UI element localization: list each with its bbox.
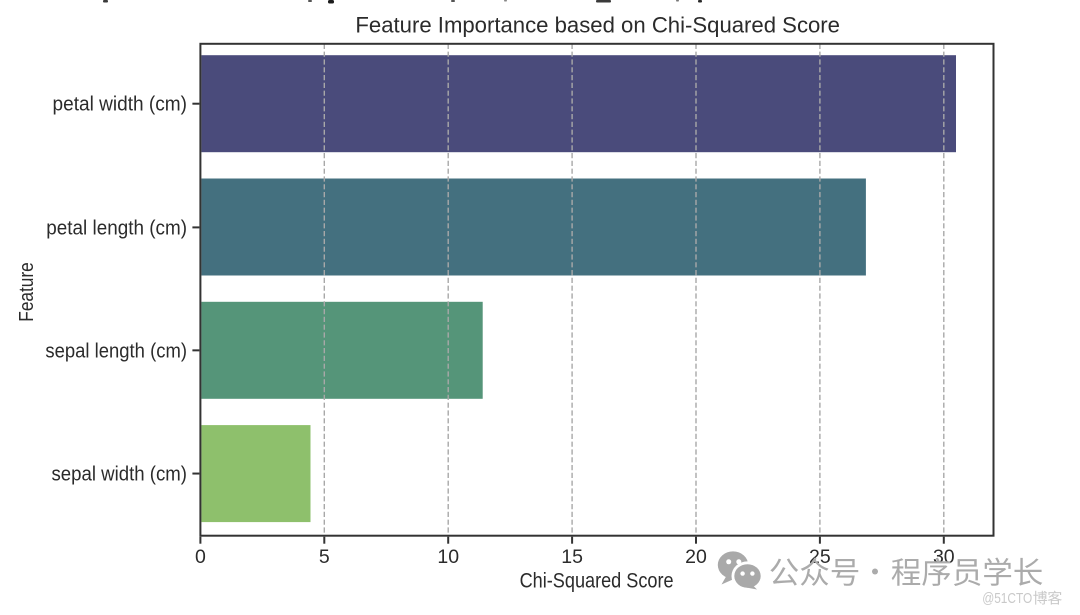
svg-text:5: 5 <box>319 546 330 568</box>
svg-text:petal width (cm): petal width (cm) <box>53 94 188 116</box>
svg-text:15: 15 <box>561 546 583 568</box>
svg-text:Feature Importance based on Ch: Feature Importance based on Chi-Squared … <box>355 12 840 37</box>
svg-text:Feature: Feature <box>16 262 38 321</box>
svg-text:sepal length (cm): sepal length (cm) <box>45 340 187 362</box>
svg-text:10: 10 <box>437 546 459 568</box>
svg-text:30: 30 <box>933 546 955 568</box>
svg-text:0: 0 <box>195 546 206 568</box>
svg-text:petal length (cm): petal length (cm) <box>46 217 187 239</box>
svg-text:Chi-Squared Score: Chi-Squared Score <box>520 569 674 592</box>
svg-text:20: 20 <box>685 546 707 568</box>
svg-text:@51CTO: @51CTO <box>982 590 1032 607</box>
svg-text:sepal width (cm): sepal width (cm) <box>52 464 188 486</box>
svg-text:25: 25 <box>809 546 831 568</box>
